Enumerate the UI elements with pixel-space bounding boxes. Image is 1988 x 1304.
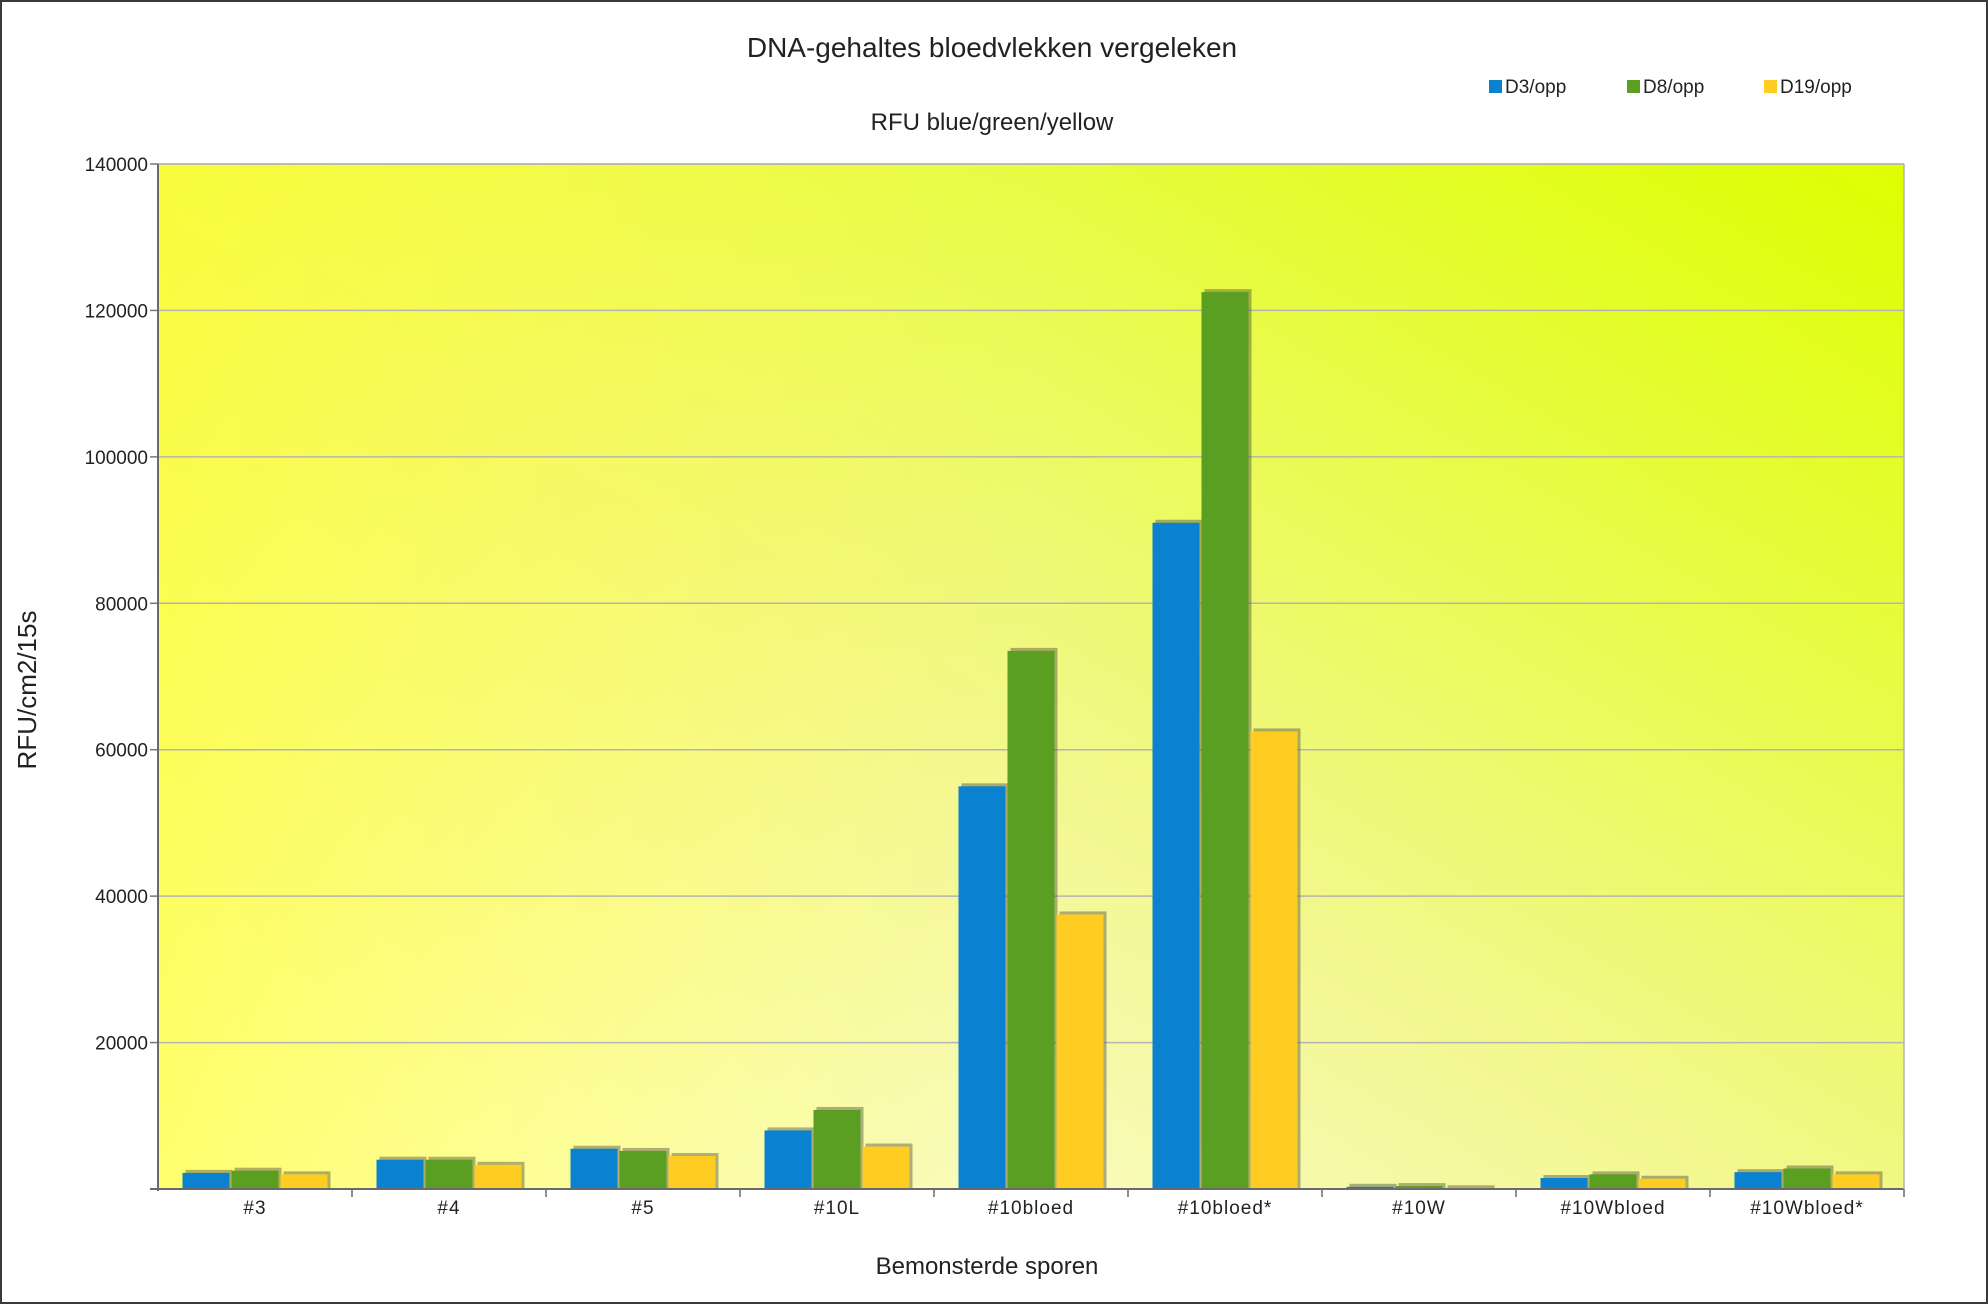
bar bbox=[958, 786, 1006, 1189]
y-tick-label: 60000 bbox=[95, 741, 148, 762]
y-tick-labels: 20000 40000 60000 80000 100000 120000 140000 bbox=[85, 155, 148, 1055]
chart-title: DNA-gehaltes bloedvlekken vergeleken bbox=[747, 32, 1237, 63]
bar bbox=[570, 1148, 618, 1189]
x-tick-label: #4 bbox=[437, 1198, 460, 1219]
y-tick-label: 140000 bbox=[85, 155, 148, 176]
bar bbox=[1201, 292, 1249, 1189]
bar bbox=[764, 1130, 812, 1189]
bar-shadow bbox=[1447, 1185, 1495, 1189]
legend: D3/opp D8/opp D19/opp bbox=[1489, 77, 1852, 98]
x-tick-labels: #3 #4 #5 #10L #10bloed #10bloed* #10W #10Wbloed… bbox=[243, 1198, 1864, 1219]
bar bbox=[668, 1156, 716, 1189]
legend-swatch bbox=[1489, 80, 1502, 93]
bar bbox=[1540, 1178, 1588, 1189]
bar bbox=[474, 1164, 522, 1189]
x-tick-label: #10bloed* bbox=[1178, 1198, 1273, 1219]
bar bbox=[280, 1174, 328, 1189]
bar bbox=[813, 1109, 861, 1189]
bar bbox=[1056, 914, 1104, 1189]
legend-label: D8/opp bbox=[1643, 77, 1704, 98]
y-tick-label: 20000 bbox=[95, 1034, 148, 1055]
y-tick-label: 120000 bbox=[85, 301, 148, 322]
y-tick-label: 40000 bbox=[95, 887, 148, 908]
bar bbox=[862, 1146, 910, 1189]
bar bbox=[231, 1170, 279, 1189]
y-tick-label: 100000 bbox=[85, 448, 148, 469]
bar bbox=[1589, 1174, 1637, 1189]
bar bbox=[1346, 1186, 1394, 1189]
axes bbox=[150, 164, 1905, 1197]
bar-shadow bbox=[1398, 1183, 1446, 1189]
y-axis-label: RFU/cm2/15s bbox=[12, 611, 42, 770]
bar bbox=[1783, 1168, 1831, 1189]
bar bbox=[1395, 1186, 1443, 1189]
bar bbox=[1832, 1174, 1880, 1189]
x-tick-label: #10L bbox=[814, 1198, 860, 1219]
legend-swatch bbox=[1764, 80, 1777, 93]
legend-swatch bbox=[1627, 80, 1640, 93]
legend-label: D3/opp bbox=[1505, 77, 1566, 98]
bar bbox=[1152, 522, 1200, 1189]
bar bbox=[425, 1159, 473, 1189]
bars bbox=[182, 289, 1883, 1189]
x-tick-label: #10W bbox=[1392, 1198, 1446, 1219]
x-tick-label: #10bloed bbox=[988, 1198, 1074, 1219]
bar bbox=[1007, 650, 1055, 1189]
bar bbox=[1250, 731, 1298, 1189]
x-axis-label: Bemonsterde sporen bbox=[876, 1253, 1099, 1280]
x-tick-label: #10Wbloed* bbox=[1750, 1198, 1864, 1219]
bar bbox=[1638, 1178, 1686, 1189]
bar-shadow bbox=[1349, 1183, 1397, 1189]
bar bbox=[376, 1159, 424, 1189]
x-tick-label: #10Wbloed bbox=[1560, 1198, 1665, 1219]
bar bbox=[182, 1172, 230, 1189]
x-tick-label: #3 bbox=[243, 1198, 266, 1219]
y-tick-label: 80000 bbox=[95, 594, 148, 615]
bar bbox=[619, 1150, 667, 1189]
chart-subtitle: RFU blue/green/yellow bbox=[871, 109, 1114, 136]
x-tick-label: #5 bbox=[631, 1198, 654, 1219]
bar bbox=[1734, 1172, 1782, 1189]
legend-label: D19/opp bbox=[1780, 77, 1852, 98]
